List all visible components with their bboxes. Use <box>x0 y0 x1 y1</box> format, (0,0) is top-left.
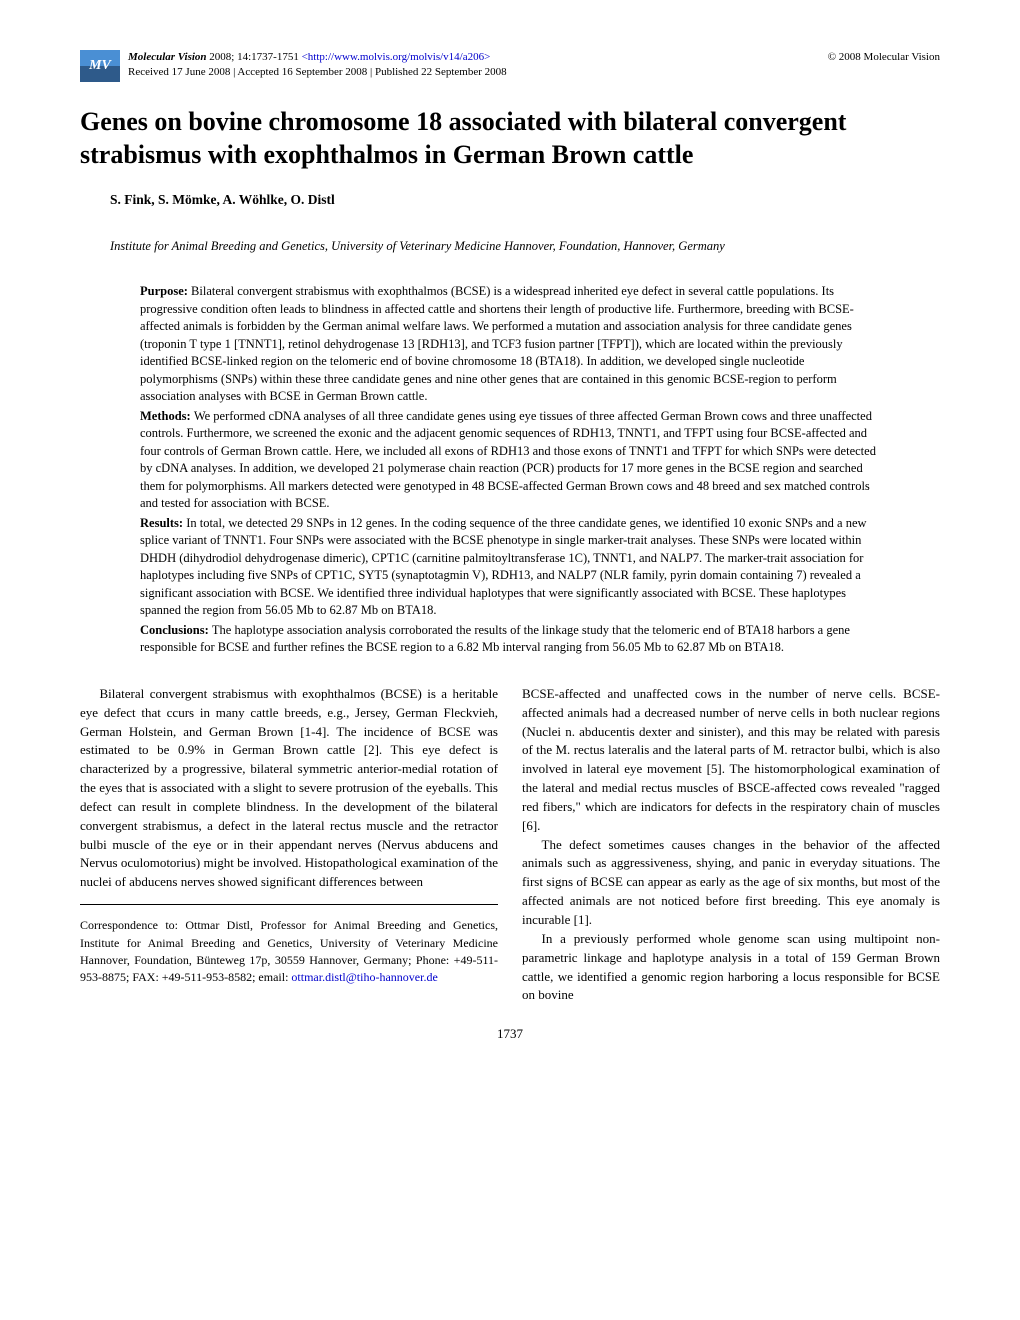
methods-text: We performed cDNA analyses of all three … <box>140 409 876 511</box>
right-column: BCSE-affected and unaffected cows in the… <box>522 685 940 1005</box>
methods-label: Methods: <box>140 409 194 423</box>
correspondence: Correspondence to: Ottmar Distl, Profess… <box>80 917 498 987</box>
results-text: In total, we detected 29 SNPs in 12 gene… <box>140 516 867 618</box>
affiliation: Institute for Animal Breeding and Geneti… <box>110 238 940 256</box>
page-number: 1737 <box>80 1025 940 1043</box>
abstract-methods: Methods: We performed cDNA analyses of a… <box>140 408 880 513</box>
journal-name: Molecular Vision <box>128 51 207 63</box>
body-columns: Bilateral convergent strabismus with exo… <box>80 685 940 1005</box>
publication-dates: Received 17 June 2008 | Accepted 16 Sept… <box>128 65 507 80</box>
results-label: Results: <box>140 516 186 530</box>
left-column: Bilateral convergent strabismus with exo… <box>80 685 498 1005</box>
journal-logo: MV <box>80 50 120 82</box>
article-url[interactable]: <http://www.molvis.org/molvis/v14/a206> <box>302 51 491 63</box>
header-right: © 2008 Molecular Vision <box>828 50 940 81</box>
abstract: Purpose: Bilateral convergent strabismus… <box>140 283 880 657</box>
citation-text: 2008; 14:1737-1751 <box>207 51 302 63</box>
purpose-text: Bilateral convergent strabismus with exo… <box>140 284 854 403</box>
abstract-conclusions: Conclusions: The haplotype association a… <box>140 622 880 657</box>
header-left: Molecular Vision 2008; 14:1737-1751 <htt… <box>128 50 507 81</box>
correspondence-email[interactable]: ottmar.distl@tiho-hannover.de <box>291 970 437 984</box>
page-header: MV Molecular Vision 2008; 14:1737-1751 <… <box>80 50 940 82</box>
header-meta: Molecular Vision 2008; 14:1737-1751 <htt… <box>128 50 940 81</box>
conclusions-text: The haplotype association analysis corro… <box>140 623 850 655</box>
authors: S. Fink, S. Mömke, A. Wöhlke, O. Distl <box>110 191 940 210</box>
abstract-purpose: Purpose: Bilateral convergent strabismus… <box>140 283 880 406</box>
body-paragraph: In a previously performed whole genome s… <box>522 930 940 1005</box>
purpose-label: Purpose: <box>140 284 191 298</box>
logo-text: MV <box>89 56 111 76</box>
body-paragraph: BCSE-affected and unaffected cows in the… <box>522 685 940 836</box>
abstract-results: Results: In total, we detected 29 SNPs i… <box>140 515 880 620</box>
article-title: Genes on bovine chromosome 18 associated… <box>80 106 940 171</box>
divider <box>80 904 498 905</box>
body-paragraph: The defect sometimes causes changes in t… <box>522 836 940 930</box>
copyright-text: © 2008 Molecular Vision <box>828 51 940 63</box>
body-paragraph: Bilateral convergent strabismus with exo… <box>80 685 498 892</box>
conclusions-label: Conclusions: <box>140 623 212 637</box>
